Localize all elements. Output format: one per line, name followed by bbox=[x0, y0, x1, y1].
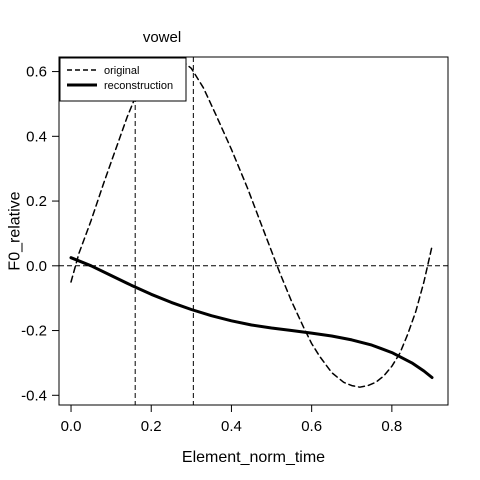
y-tick-label-0: -0.4 bbox=[21, 387, 47, 404]
legend-frame bbox=[59, 57, 187, 102]
x-axis: 0.0 0.2 0.4 0.6 0.8 bbox=[61, 405, 402, 435]
y-tick-label-1: -0.2 bbox=[21, 323, 47, 340]
legend: original reconstruction bbox=[59, 57, 187, 102]
x-axis-title: Element_norm_time bbox=[182, 449, 325, 466]
series-line-reconstruction bbox=[69, 256, 434, 379]
x-tick-label-1: 0.2 bbox=[141, 418, 162, 435]
plot-frame bbox=[58, 56, 449, 406]
x-tick-label-0: 0.0 bbox=[61, 418, 82, 435]
x-tick-label-4: 0.8 bbox=[381, 418, 402, 435]
x-tick-label-3: 0.6 bbox=[301, 418, 322, 435]
reference-lines bbox=[59, 57, 448, 405]
legend-label-reconstruction: reconstruction bbox=[104, 80, 173, 92]
y-tick-label-4: 0.4 bbox=[26, 128, 47, 145]
series-line-original bbox=[70, 57, 433, 388]
y-tick-label-5: 0.6 bbox=[26, 64, 47, 81]
chart-title: vowel bbox=[143, 29, 181, 46]
y-axis: -0.4 -0.2 0.0 0.2 0.4 0.6 bbox=[21, 64, 59, 404]
y-axis-title: F0_relative bbox=[7, 191, 24, 270]
x-tick-label-2: 0.4 bbox=[221, 418, 242, 435]
y-tick-label-2: 0.0 bbox=[26, 258, 47, 275]
legend-label-original: original bbox=[104, 65, 139, 77]
series-layer bbox=[69, 57, 434, 388]
y-tick-label-3: 0.2 bbox=[26, 193, 47, 210]
